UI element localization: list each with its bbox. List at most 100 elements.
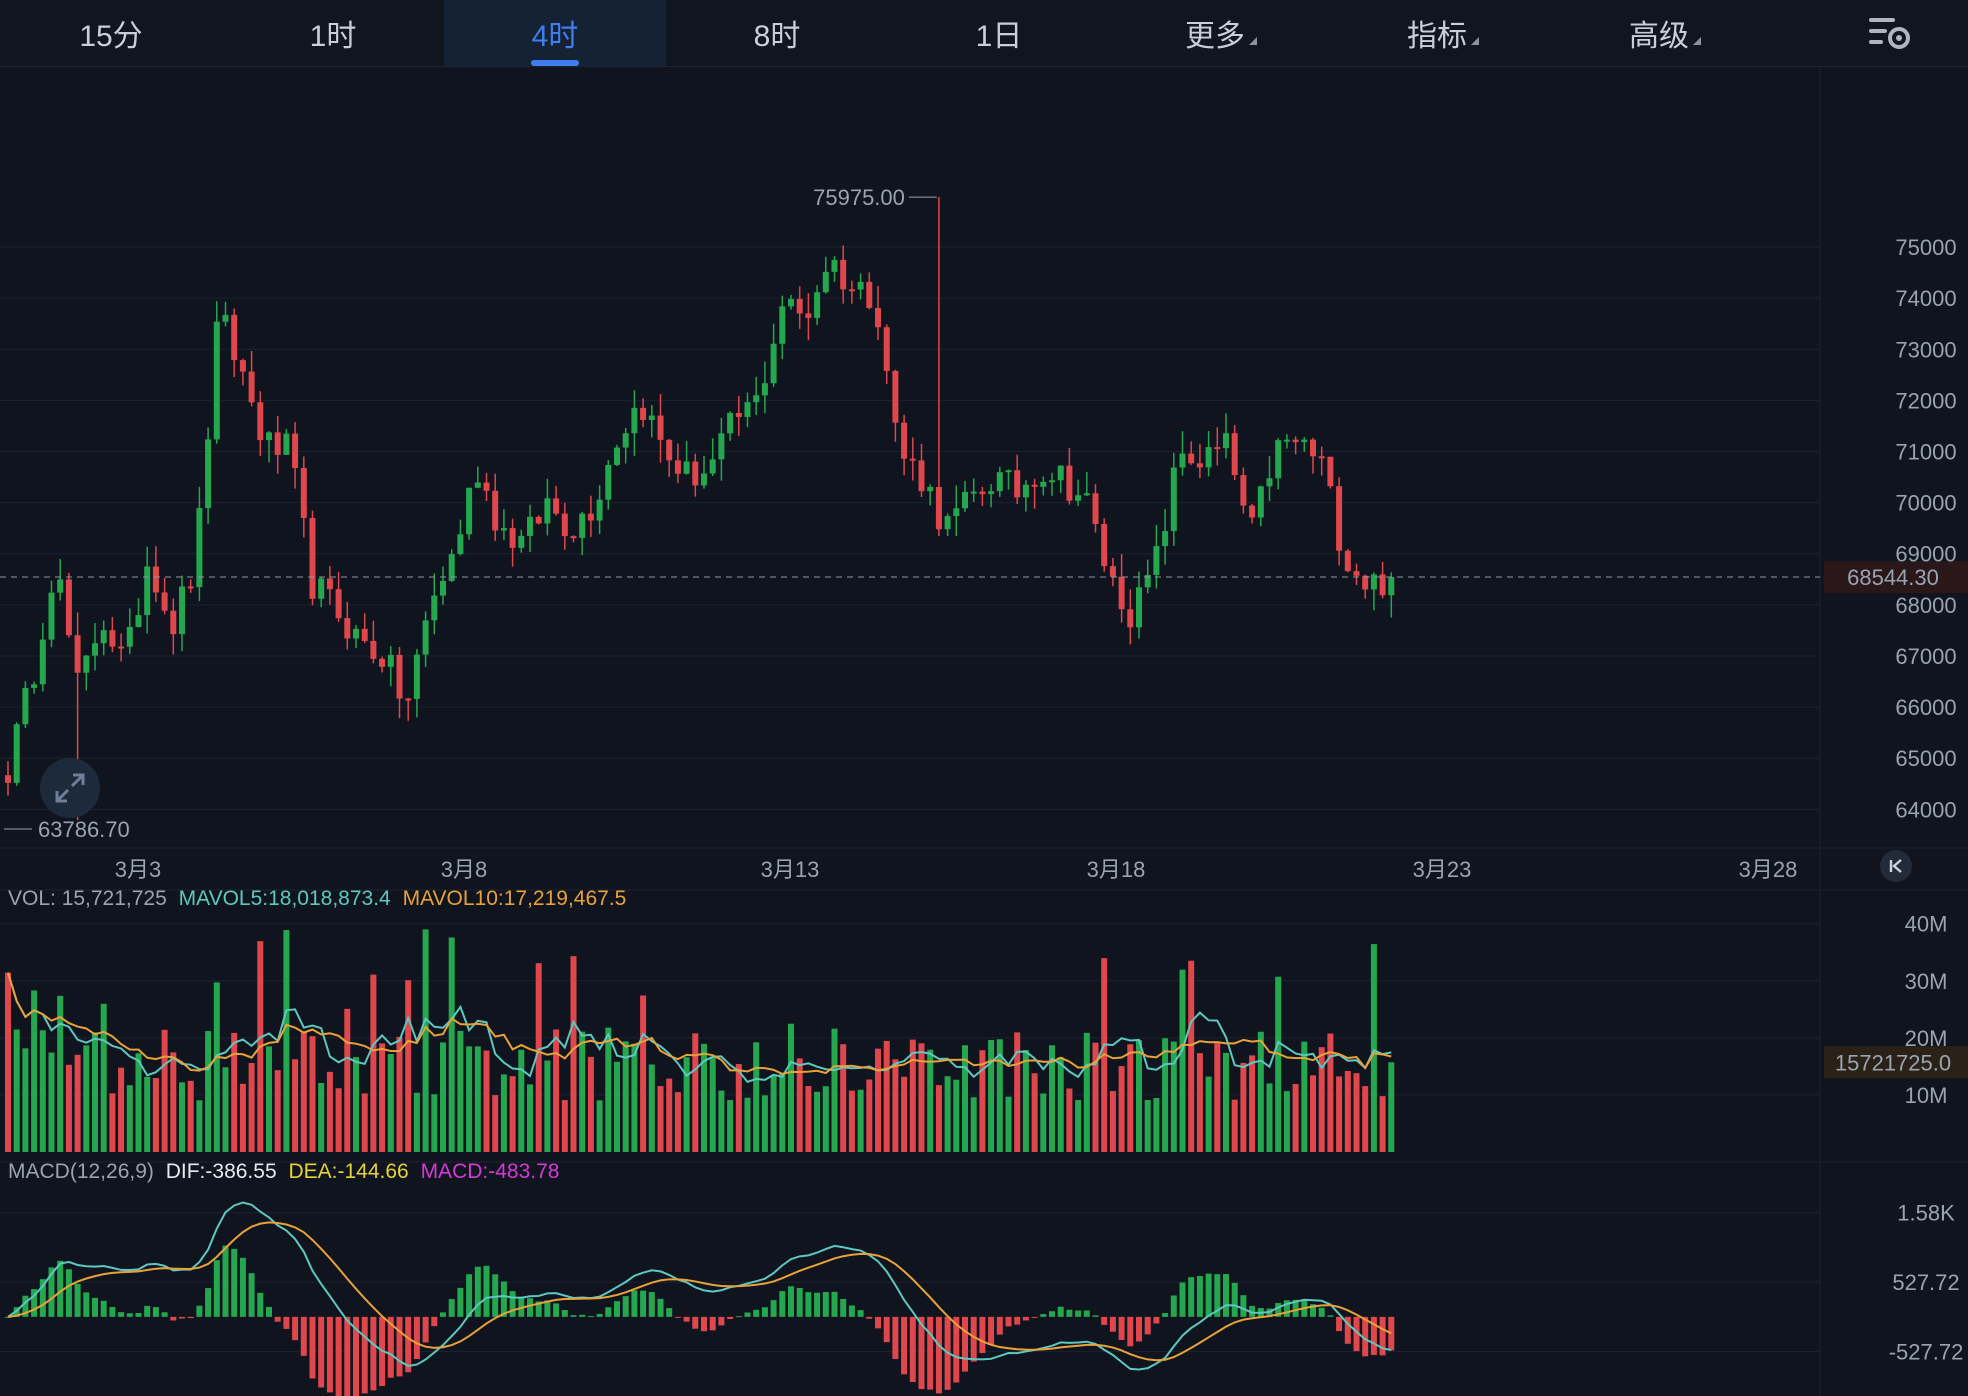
volume-bar bbox=[761, 1095, 768, 1152]
tab-advanced[interactable]: 高级 bbox=[1554, 0, 1776, 66]
candle-body bbox=[370, 640, 377, 659]
tab-more[interactable]: 更多 bbox=[1110, 0, 1332, 66]
macd-histogram-bar bbox=[814, 1292, 821, 1317]
time-tick-label: 3月8 bbox=[441, 857, 487, 882]
candle-body bbox=[413, 654, 420, 699]
macd-histogram-bar bbox=[1327, 1315, 1334, 1317]
macd-histogram-bar bbox=[5, 1316, 11, 1318]
candle-body bbox=[587, 513, 594, 521]
macd-histogram-bar bbox=[413, 1316, 420, 1360]
volume-bar bbox=[239, 1083, 246, 1152]
macd-histogram-bar bbox=[353, 1316, 359, 1396]
candle-body bbox=[13, 724, 20, 783]
macd-histogram-bar bbox=[48, 1267, 55, 1317]
macd-histogram-bar bbox=[953, 1316, 960, 1383]
mavol10-line bbox=[7, 972, 1392, 1075]
candle-body bbox=[640, 407, 647, 421]
volume-bar bbox=[483, 1050, 490, 1152]
chart-canvas[interactable]: 68544.30 75000 74000 73000 72000 71000 70000 6… bbox=[0, 67, 1968, 1396]
tab-1d[interactable]: 1日 bbox=[888, 0, 1110, 66]
max-price-label: 75975.00 bbox=[813, 185, 905, 210]
macd-histogram-bar bbox=[1022, 1316, 1029, 1321]
macd-histogram-bar bbox=[457, 1287, 464, 1317]
scroll-to-latest-button[interactable] bbox=[1880, 850, 1912, 882]
macd-histogram-bar bbox=[1188, 1277, 1195, 1317]
candle-body bbox=[196, 508, 203, 588]
volume-bar bbox=[901, 1076, 908, 1152]
vol-tick-label: 30M bbox=[1905, 969, 1948, 994]
macd-histogram-bar bbox=[144, 1305, 151, 1317]
macd-histogram-bar bbox=[179, 1316, 185, 1319]
volume-bar bbox=[179, 1082, 185, 1152]
macd-histogram-bar bbox=[283, 1316, 290, 1329]
candle-body bbox=[822, 271, 829, 293]
volume-bar bbox=[500, 1074, 507, 1152]
time-axis: 3月3 3月8 3月13 3月18 3月23 3月28 bbox=[0, 847, 1968, 891]
mavol5-value: MAVOL5:18,018,873.4 bbox=[179, 887, 391, 910]
volume-bar bbox=[248, 1063, 255, 1152]
tab-label: 15分 bbox=[79, 20, 143, 53]
macd-histogram-bar bbox=[318, 1316, 325, 1388]
macd-histogram-bar bbox=[692, 1316, 699, 1329]
volume-bar bbox=[788, 1023, 794, 1152]
candle-body bbox=[1109, 566, 1116, 577]
tab-15m[interactable]: 15分 bbox=[0, 0, 222, 66]
tab-1h[interactable]: 1时 bbox=[222, 0, 444, 66]
volume-bar bbox=[596, 1100, 603, 1152]
vol-current-label: 15721725.0 bbox=[1835, 1050, 1951, 1075]
macd-histogram-bar bbox=[213, 1260, 220, 1317]
vol-tick-label: 40M bbox=[1905, 912, 1948, 937]
macd-histogram-bar bbox=[561, 1310, 568, 1317]
price-tick-label: 64000 bbox=[1895, 797, 1956, 822]
tab-indicators[interactable]: 指标 bbox=[1332, 0, 1554, 66]
volume-bar bbox=[1214, 1043, 1221, 1152]
volume-bar bbox=[1179, 969, 1186, 1152]
candle-body bbox=[996, 472, 1003, 492]
volume-bar bbox=[640, 995, 647, 1152]
volume-bar bbox=[1231, 1099, 1238, 1152]
volume-bar bbox=[935, 1085, 942, 1152]
volume-bar bbox=[587, 1056, 594, 1152]
tab-8h[interactable]: 8时 bbox=[666, 0, 888, 66]
volume-bar bbox=[1257, 1031, 1264, 1152]
macd-histogram-bar bbox=[1031, 1316, 1038, 1318]
candle-body bbox=[779, 306, 786, 344]
volume-bar bbox=[100, 1003, 107, 1152]
price-tick-label: 72000 bbox=[1895, 388, 1956, 413]
macd-histogram-bar bbox=[187, 1316, 194, 1319]
volume-bar bbox=[65, 1064, 72, 1152]
tab-label: 1时 bbox=[309, 20, 357, 53]
volume-bar bbox=[152, 1078, 159, 1152]
candle-body bbox=[553, 498, 560, 514]
macd-histogram-bar bbox=[1118, 1316, 1125, 1340]
candle-body bbox=[1188, 453, 1195, 464]
macd-histogram-bar bbox=[1092, 1315, 1099, 1317]
macd-histogram-bar bbox=[831, 1291, 838, 1317]
candle-body bbox=[483, 482, 490, 491]
candle-body bbox=[1162, 531, 1169, 547]
volume-bar bbox=[683, 1057, 690, 1152]
expand-button[interactable] bbox=[40, 758, 100, 818]
macd-histogram-bar bbox=[892, 1316, 899, 1360]
macd-histogram-bar bbox=[1240, 1295, 1247, 1317]
macd-histogram-bar bbox=[396, 1316, 403, 1377]
candle-body bbox=[892, 370, 899, 423]
dropdown-corner-icon bbox=[1249, 37, 1257, 45]
tab-4h[interactable]: 4时 bbox=[444, 0, 666, 66]
macd-histogram-bar bbox=[1162, 1313, 1169, 1317]
candle-body bbox=[353, 628, 359, 639]
volume-bar bbox=[988, 1039, 995, 1152]
macd-histogram-bar bbox=[761, 1307, 768, 1317]
candle-body bbox=[213, 321, 220, 440]
price-tick-label: 71000 bbox=[1895, 439, 1956, 464]
candle-body bbox=[1257, 486, 1264, 518]
chart-settings-button[interactable] bbox=[1840, 0, 1940, 66]
dea-value: DEA:-144.66 bbox=[288, 1160, 408, 1183]
volume-bar bbox=[5, 972, 11, 1152]
candle-body bbox=[179, 586, 185, 635]
candle-body bbox=[126, 626, 133, 647]
candle-body bbox=[1344, 550, 1351, 572]
candle-body bbox=[396, 654, 403, 699]
candle-body bbox=[1283, 439, 1290, 442]
candle-body bbox=[701, 473, 707, 486]
